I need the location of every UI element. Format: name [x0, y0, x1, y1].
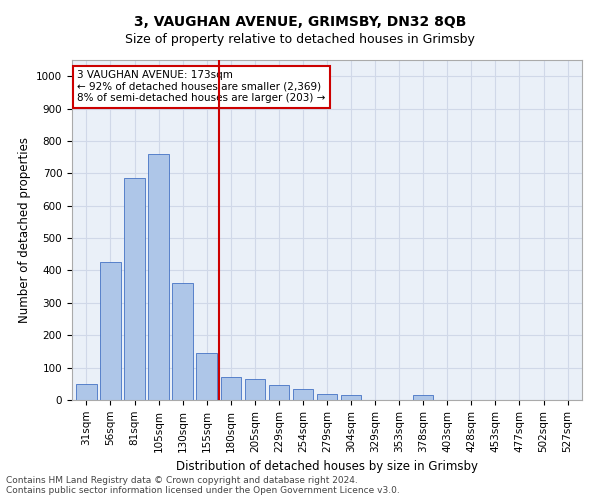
Bar [124, 178, 145, 400]
Bar [148, 154, 169, 400]
Bar [196, 353, 217, 400]
Text: 3 VAUGHAN AVENUE: 173sqm
← 92% of detached houses are smaller (2,369)
8% of semi: 3 VAUGHAN AVENUE: 173sqm ← 92% of detach… [77, 70, 325, 103]
Bar [269, 386, 289, 400]
Bar [413, 395, 433, 400]
Bar [100, 262, 121, 400]
Bar [245, 379, 265, 400]
Text: Size of property relative to detached houses in Grimsby: Size of property relative to detached ho… [125, 32, 475, 46]
Bar [172, 284, 193, 400]
Bar [317, 394, 337, 400]
Bar [221, 378, 241, 400]
X-axis label: Distribution of detached houses by size in Grimsby: Distribution of detached houses by size … [176, 460, 478, 473]
Y-axis label: Number of detached properties: Number of detached properties [17, 137, 31, 323]
Bar [341, 395, 361, 400]
Text: 3, VAUGHAN AVENUE, GRIMSBY, DN32 8QB: 3, VAUGHAN AVENUE, GRIMSBY, DN32 8QB [134, 15, 466, 29]
Text: Contains HM Land Registry data © Crown copyright and database right 2024.
Contai: Contains HM Land Registry data © Crown c… [6, 476, 400, 495]
Bar [76, 384, 97, 400]
Bar [293, 388, 313, 400]
